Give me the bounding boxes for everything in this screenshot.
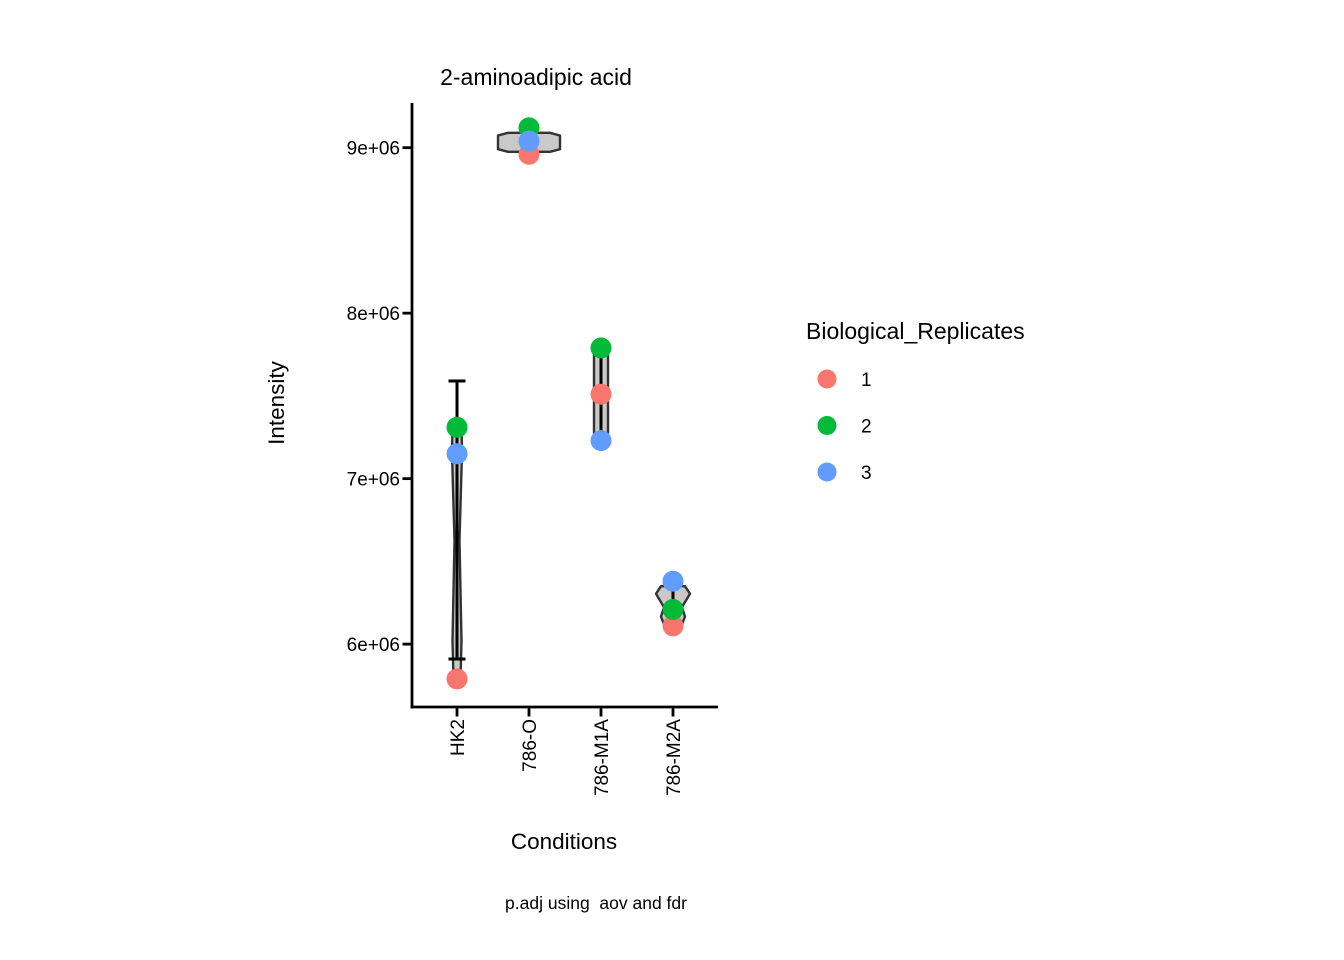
legend-swatch-3 bbox=[817, 462, 837, 482]
point-hk2-rep2 bbox=[446, 416, 468, 438]
legend-items: 1 2 3 bbox=[817, 369, 872, 484]
point-786-m1a-rep1 bbox=[590, 383, 612, 405]
points-layer bbox=[446, 117, 684, 690]
y-tick-label-9e+06: 9e+06 bbox=[347, 139, 400, 160]
x-tick-label-786-m2a: 786-M2A bbox=[664, 719, 685, 796]
y-tick-label-8e+06: 8e+06 bbox=[347, 304, 400, 325]
axes-layer: 6e+06 7e+06 8e+06 9e+06 HK2 786-O 786-M1A 786-M… bbox=[347, 103, 718, 796]
legend-label-3: 3 bbox=[861, 463, 872, 484]
legend-label-2: 2 bbox=[861, 416, 872, 437]
point-786-m2a-rep2 bbox=[662, 598, 684, 620]
x-axis-title: Conditions bbox=[511, 829, 617, 854]
legend-swatch-2 bbox=[817, 416, 837, 435]
x-tick-label-hk2: HK2 bbox=[448, 719, 469, 756]
legend: Biological_Replicates 1 2 3 bbox=[806, 318, 1025, 484]
x-tick-label-786-o: 786-O bbox=[520, 719, 541, 772]
point-786-m1a-rep2 bbox=[590, 337, 612, 359]
violins-layer bbox=[450, 131, 692, 681]
legend-swatch-1 bbox=[817, 369, 837, 389]
point-hk2-rep3 bbox=[446, 443, 468, 465]
y-tick-label-6e+06: 6e+06 bbox=[347, 635, 400, 656]
point-786-m1a-rep3 bbox=[590, 430, 612, 452]
x-tick-label-786-m1a: 786-M1A bbox=[592, 719, 613, 796]
point-786-m2a-rep1 bbox=[662, 615, 684, 637]
y-tick-label-7e+06: 7e+06 bbox=[347, 469, 400, 490]
caption-text: p.adj using aov and fdr bbox=[505, 893, 687, 913]
plot-title: 2-aminoadipic acid bbox=[440, 64, 632, 90]
legend-title: Biological_Replicates bbox=[806, 318, 1025, 344]
point-hk2-rep1 bbox=[446, 668, 468, 690]
legend-label-1: 1 bbox=[861, 370, 872, 391]
point-786-m2a-rep3 bbox=[662, 570, 684, 592]
errorbars-layer bbox=[448, 126, 682, 661]
y-axis-title: Intensity bbox=[264, 360, 289, 445]
point-786-o-rep3 bbox=[518, 130, 540, 152]
